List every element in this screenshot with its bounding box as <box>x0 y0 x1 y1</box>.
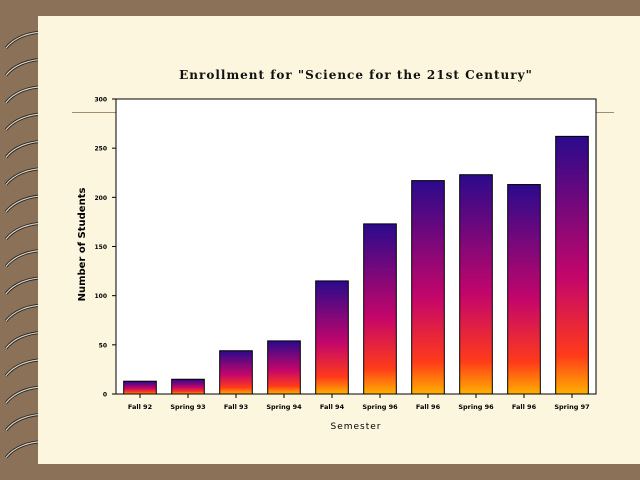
x-axis-label: Semester <box>330 422 381 432</box>
x-tick-label: Fall 92 <box>128 403 152 411</box>
bar <box>507 184 541 395</box>
bar <box>459 174 493 395</box>
y-tick-label: 50 <box>99 342 107 349</box>
chart-title: Enrollment for "Science for the 21st Cen… <box>179 68 533 82</box>
y-tick-label: 250 <box>94 146 107 153</box>
y-tick-label: 100 <box>94 293 107 300</box>
x-tick-label: Fall 93 <box>224 403 248 411</box>
x-tick-label: Fall 94 <box>320 403 345 411</box>
bar <box>267 340 301 395</box>
x-tick-label: Spring 94 <box>266 403 302 411</box>
bar <box>123 380 157 395</box>
y-tick-label: 150 <box>94 244 107 251</box>
x-tick-label: Spring 93 <box>170 403 205 411</box>
x-tick-label: Fall 96 <box>416 403 441 411</box>
y-axis-label: Number of Students <box>77 188 88 302</box>
x-tick-label: Spring 96 <box>458 403 494 411</box>
x-tick-label: Spring 97 <box>554 403 589 411</box>
bar <box>219 350 253 395</box>
y-tick-label: 0 <box>103 392 107 399</box>
x-tick-label: Spring 96 <box>362 403 398 411</box>
bar <box>171 378 205 395</box>
bar <box>315 280 349 395</box>
bar <box>555 135 589 395</box>
y-tick-label: 300 <box>94 97 107 104</box>
bar <box>411 180 445 395</box>
y-tick-label: 200 <box>94 195 107 202</box>
x-tick-label: Fall 96 <box>512 403 537 411</box>
bar <box>363 223 397 395</box>
